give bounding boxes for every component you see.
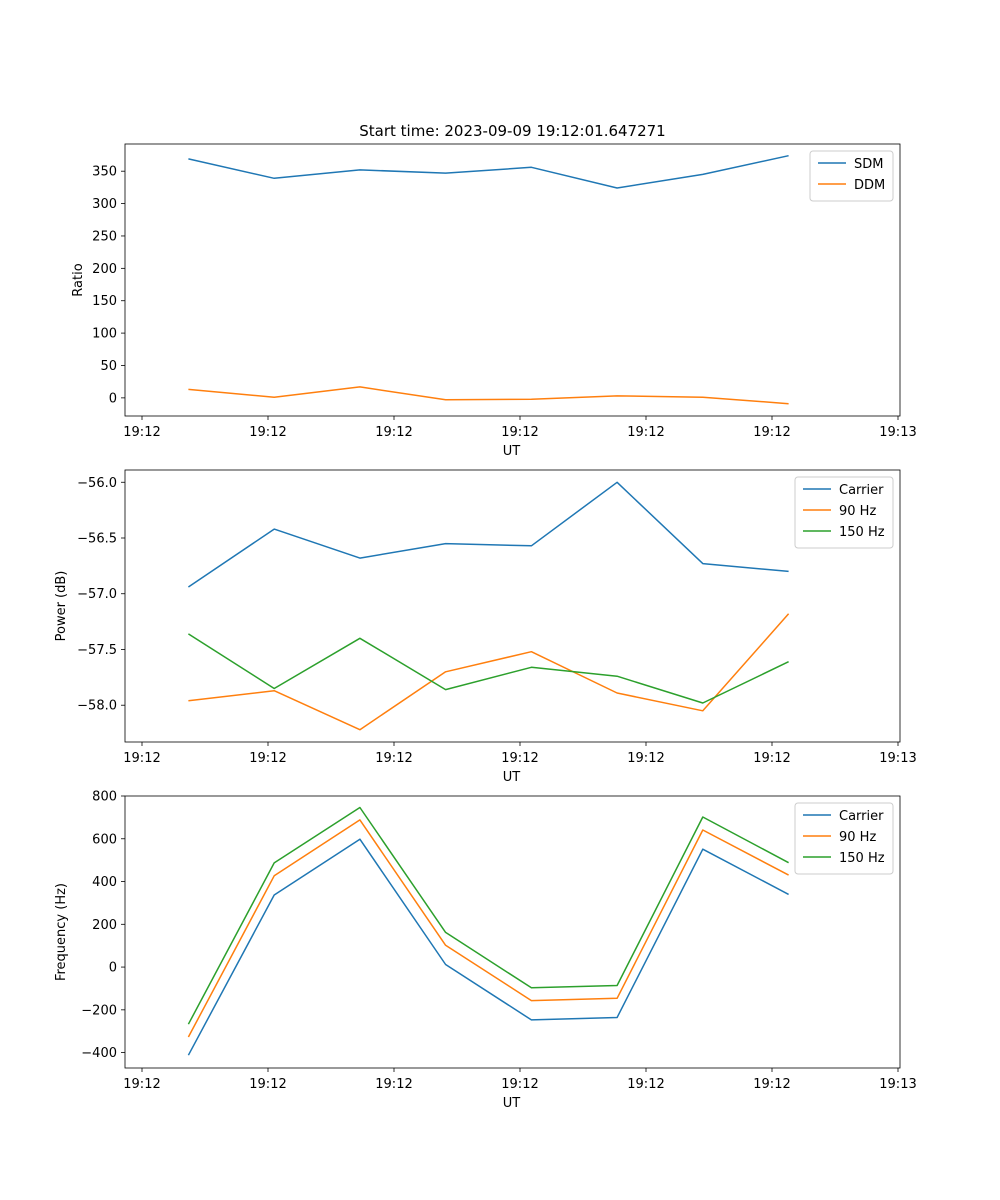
y-tick-label: 400 bbox=[92, 875, 117, 890]
x-tick-label: 19:12 bbox=[249, 751, 286, 766]
x-tick-label: 19:12 bbox=[249, 1077, 286, 1092]
axes-frame bbox=[124, 143, 901, 417]
x-axis-label: UT bbox=[503, 444, 521, 459]
x-tick-label: 19:12 bbox=[627, 1077, 664, 1092]
series-line-ddm bbox=[188, 386, 789, 405]
axes-1: 19:12 19:12 19:12 19:12 19:12 19:12 19:13 0 50 10… bbox=[71, 122, 917, 459]
x-tick-label: 19:13 bbox=[879, 1077, 916, 1092]
x-tick-label: 19:12 bbox=[753, 425, 790, 440]
axes-frame bbox=[124, 469, 901, 743]
y-tick-label: 0 bbox=[109, 391, 117, 406]
y-axis-label: Frequency (Hz) bbox=[54, 883, 69, 981]
series-line-90-hz bbox=[188, 613, 790, 731]
legend-label: SDM bbox=[854, 157, 883, 172]
y-tick-label: −56.5 bbox=[77, 532, 117, 547]
x-tick-label: 19:12 bbox=[375, 425, 412, 440]
x-tick-label: 19:12 bbox=[375, 1077, 412, 1092]
y-tick-label: 50 bbox=[100, 359, 117, 374]
y-tick-label: −56.0 bbox=[77, 476, 117, 491]
x-tick-label: 19:12 bbox=[123, 1077, 160, 1092]
chart-title: Start time: 2023-09-09 19:12:01.647271 bbox=[359, 122, 665, 140]
y-tick-label: −57.5 bbox=[77, 643, 117, 658]
legend: SDM DDM bbox=[809, 150, 894, 202]
y-axis-label: Power (dB) bbox=[54, 571, 69, 642]
y-tick-label: 200 bbox=[92, 262, 117, 277]
y-tick-label: −58.0 bbox=[77, 699, 117, 714]
legend-label: 90 Hz bbox=[839, 830, 876, 845]
x-tick-label: 19:12 bbox=[501, 751, 538, 766]
x-tick-label: 19:12 bbox=[753, 751, 790, 766]
legend-label: 90 Hz bbox=[839, 504, 876, 519]
legend-label: Carrier bbox=[839, 483, 884, 498]
y-tick-label: 200 bbox=[92, 918, 117, 933]
series-line-90-hz bbox=[187, 819, 789, 1038]
y-tick-label: −200 bbox=[81, 1003, 117, 1018]
legend-label: DDM bbox=[854, 178, 885, 193]
y-tick-label: 150 bbox=[92, 294, 117, 309]
y-tick-label: 250 bbox=[92, 229, 117, 244]
y-tick-label: 350 bbox=[92, 165, 117, 180]
legend-label: 150 Hz bbox=[839, 851, 885, 866]
series-line-carrier bbox=[187, 481, 789, 588]
y-tick-label: 0 bbox=[109, 961, 117, 976]
series-line-sdm bbox=[188, 154, 789, 189]
y-tick-label: −57.0 bbox=[77, 587, 117, 602]
x-tick-label: 19:12 bbox=[501, 425, 538, 440]
y-tick-label: 300 bbox=[92, 197, 117, 212]
legend: Carrier 90 Hz 150 Hz bbox=[794, 802, 894, 875]
legend-label: 150 Hz bbox=[839, 525, 885, 540]
series-line-150-hz bbox=[187, 806, 789, 1025]
legend: Carrier 90 Hz 150 Hz bbox=[794, 476, 894, 549]
x-tick-label: 19:12 bbox=[375, 751, 412, 766]
series-line-carrier bbox=[187, 838, 789, 1056]
x-axis-label: UT bbox=[503, 1096, 521, 1111]
x-tick-label: 19:12 bbox=[627, 751, 664, 766]
x-axis-label: UT bbox=[503, 770, 521, 785]
x-tick-label: 19:12 bbox=[627, 425, 664, 440]
axes-3: 19:12 19:12 19:12 19:12 19:12 19:12 19:13 −400 −… bbox=[54, 790, 917, 1112]
legend-label: Carrier bbox=[839, 809, 884, 824]
x-tick-label: 19:12 bbox=[249, 425, 286, 440]
y-tick-label: 600 bbox=[92, 832, 117, 847]
y-tick-label: 800 bbox=[92, 790, 117, 805]
x-tick-label: 19:12 bbox=[501, 1077, 538, 1092]
x-tick-label: 19:12 bbox=[123, 425, 160, 440]
x-tick-label: 19:12 bbox=[753, 1077, 790, 1092]
x-tick-label: 19:13 bbox=[879, 425, 916, 440]
x-tick-label: 19:12 bbox=[123, 751, 160, 766]
axes-2: 19:12 19:12 19:12 19:12 19:12 19:12 19:13 −58.0… bbox=[54, 469, 917, 785]
y-tick-label: 100 bbox=[92, 327, 117, 342]
axes-frame bbox=[124, 795, 901, 1069]
x-tick-label: 19:13 bbox=[879, 751, 916, 766]
series-line-150-hz bbox=[187, 633, 789, 704]
y-axis-label: Ratio bbox=[71, 263, 86, 296]
y-tick-label: −400 bbox=[81, 1046, 117, 1061]
